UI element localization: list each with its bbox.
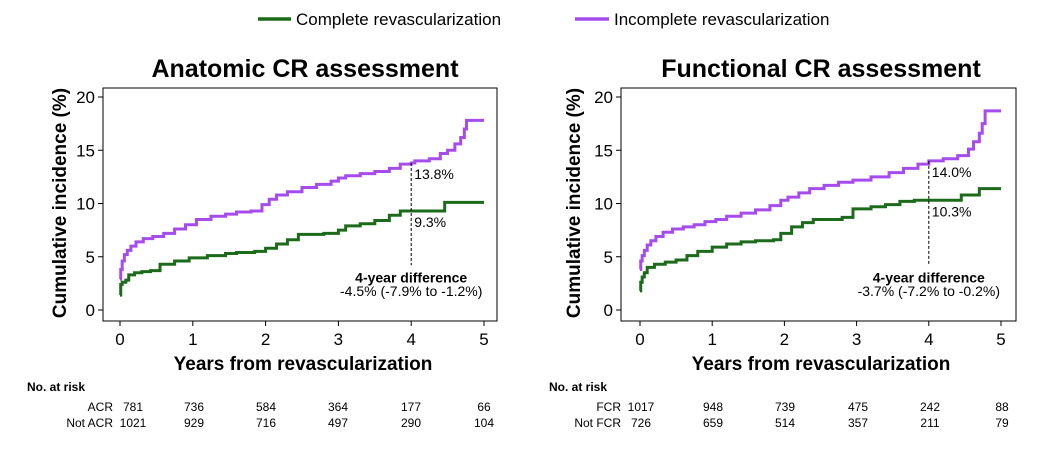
y-tick-label: 20 xyxy=(76,88,95,107)
x-tick-label: 0 xyxy=(115,330,124,349)
y-tick-label: 20 xyxy=(594,88,613,107)
risk-count: 716 xyxy=(256,416,276,430)
risk-row-label: Not ACR xyxy=(66,416,113,430)
risk-count: 726 xyxy=(631,416,651,430)
incomplete-4yr-value: 14.0% xyxy=(932,164,972,180)
x-axis-label: Years from revascularization xyxy=(692,354,951,375)
risk-row-label: FCR xyxy=(596,400,621,414)
panel-functional: Functional CR assessment Cumulative inci… xyxy=(549,55,1017,430)
x-tick-label: 1 xyxy=(707,330,716,349)
risk-count: 736 xyxy=(184,400,204,414)
x-tick-label: 3 xyxy=(334,330,343,349)
x-tick-label: 4 xyxy=(406,330,415,349)
y-tick-label: 15 xyxy=(76,141,95,160)
y-tick-label: 5 xyxy=(86,248,95,267)
risk-count: 364 xyxy=(328,400,348,414)
risk-count: 66 xyxy=(477,400,491,414)
plot-frame xyxy=(102,87,498,322)
risk-count: 1021 xyxy=(120,416,147,430)
x-tick-label: 5 xyxy=(996,330,1005,349)
x-tick-label: 2 xyxy=(261,330,270,349)
risk-count: 290 xyxy=(401,416,421,430)
risk-table-header: No. at risk xyxy=(27,380,85,394)
difference-value: -3.7% (-7.2% to -0.2%) xyxy=(858,283,1000,299)
risk-row-label: Not FCR xyxy=(574,416,621,430)
incomplete-revasc-curve xyxy=(119,118,484,281)
risk-count: 781 xyxy=(123,400,143,414)
legend: Complete revascularization Incomplete re… xyxy=(258,10,829,29)
risk-count: 475 xyxy=(848,400,868,414)
difference-title: 4-year difference xyxy=(355,269,467,285)
risk-count: 88 xyxy=(995,400,1009,414)
risk-count: 584 xyxy=(256,400,276,414)
x-tick-label: 2 xyxy=(780,330,789,349)
legend-complete-label: Complete revascularization xyxy=(296,10,501,29)
risk-count: 79 xyxy=(995,416,1009,430)
x-tick-label: 3 xyxy=(852,330,861,349)
y-axis-label: Cumulative incidence (%) xyxy=(50,88,71,318)
risk-count: 242 xyxy=(920,400,940,414)
panel-title: Functional CR assessment xyxy=(661,55,981,83)
y-tick-label: 10 xyxy=(76,195,95,214)
risk-count: 177 xyxy=(401,400,421,414)
risk-count: 659 xyxy=(703,416,723,430)
risk-count: 929 xyxy=(184,416,204,430)
risk-count: 948 xyxy=(703,400,723,414)
y-tick-label: 0 xyxy=(86,301,95,320)
x-tick-label: 0 xyxy=(635,330,644,349)
y-tick-label: 10 xyxy=(594,195,613,214)
panel-title: Anatomic CR assessment xyxy=(151,55,459,83)
risk-row-label: ACR xyxy=(88,400,114,414)
incomplete-revasc-curve xyxy=(639,109,1001,272)
risk-count: 357 xyxy=(848,416,868,430)
risk-count: 497 xyxy=(328,416,348,430)
x-tick-label: 4 xyxy=(924,330,933,349)
legend-incomplete-label: Incomplete revascularization xyxy=(614,10,829,29)
x-axis-label: Years from revascularization xyxy=(174,354,433,375)
difference-value: -4.5% (-7.9% to -1.2%) xyxy=(340,283,482,299)
risk-count: 739 xyxy=(775,400,795,414)
risk-count: 1017 xyxy=(628,400,655,414)
y-tick-label: 0 xyxy=(604,301,613,320)
y-tick-label: 15 xyxy=(594,141,613,160)
y-axis-label: Cumulative incidence (%) xyxy=(564,88,585,318)
complete-revasc-curve xyxy=(639,187,1001,293)
complete-4yr-value: 9.3% xyxy=(414,214,446,230)
complete-revasc-curve xyxy=(119,200,484,297)
x-tick-label: 5 xyxy=(479,330,488,349)
x-tick-label: 1 xyxy=(188,330,197,349)
risk-count: 211 xyxy=(920,416,939,430)
risk-table-header: No. at risk xyxy=(549,380,607,394)
panel-anatomic: Anatomic CR assessment Cumulative incide… xyxy=(27,55,498,430)
risk-count: 514 xyxy=(775,416,795,430)
risk-count: 104 xyxy=(474,416,494,430)
incomplete-4yr-value: 13.8% xyxy=(414,166,454,182)
plot-frame xyxy=(620,87,1017,322)
y-tick-label: 5 xyxy=(604,248,613,267)
difference-title: 4-year difference xyxy=(873,269,985,285)
complete-4yr-value: 10.3% xyxy=(932,203,972,219)
